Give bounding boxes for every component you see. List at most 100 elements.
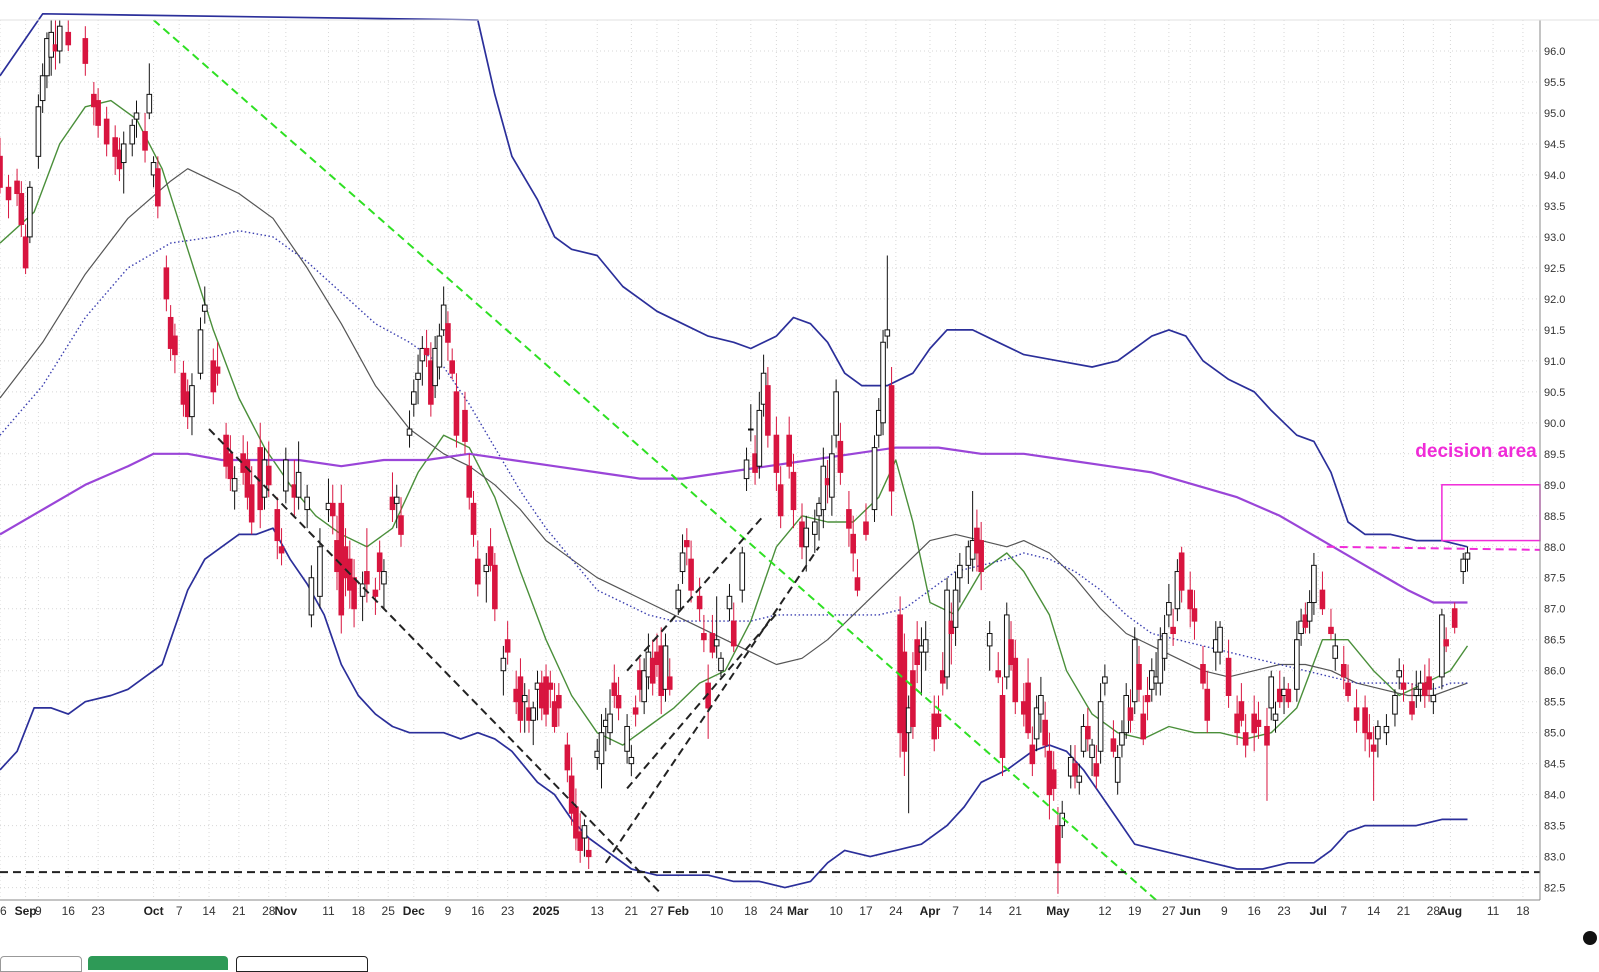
candle (581, 819, 588, 857)
candle-body (0, 155, 3, 188)
candle (1443, 627, 1449, 653)
candle (701, 614, 707, 653)
candle (112, 125, 118, 175)
candle-body (1353, 707, 1360, 721)
bottom-tab-2[interactable] (88, 956, 228, 970)
candle-body (1136, 664, 1142, 690)
candle-body (227, 453, 234, 480)
candle-body (713, 639, 720, 647)
candle (1392, 689, 1398, 727)
candle-body (1161, 633, 1168, 659)
candle (705, 664, 711, 739)
candle (739, 546, 746, 603)
candle-body (910, 670, 916, 727)
candle-body (415, 372, 421, 380)
candle (1464, 546, 1471, 572)
x-tick-label: 2025 (533, 904, 560, 918)
candle (777, 466, 784, 529)
candle-body (1430, 694, 1437, 703)
candle (829, 435, 835, 516)
candle (129, 119, 136, 157)
candle (1306, 590, 1313, 634)
y-tick-label: 89.0 (1544, 480, 1565, 492)
x-tick-label: 18 (1516, 904, 1530, 918)
candle (662, 633, 669, 702)
candle (308, 565, 315, 628)
candle-body (675, 589, 682, 610)
candle-body (696, 595, 703, 610)
indicator-line-4 (0, 12, 1468, 548)
candle (146, 63, 153, 120)
candle-body (1089, 744, 1095, 758)
candle-body (922, 639, 929, 653)
candle-body (1294, 639, 1300, 690)
x-tick-label: 23 (501, 904, 515, 918)
candle (846, 490, 852, 547)
candle (743, 447, 750, 491)
candle (56, 20, 63, 64)
candle-body (530, 707, 537, 721)
y-tick-label: 95.0 (1544, 108, 1565, 120)
candle-body (462, 409, 468, 442)
candle (440, 286, 447, 337)
candle (376, 540, 383, 591)
candle-body (1306, 602, 1313, 622)
x-tick-label: 19 (1128, 904, 1142, 918)
candle-body (850, 533, 856, 554)
candle (1285, 683, 1292, 708)
candle (172, 323, 178, 374)
candle (1029, 726, 1036, 777)
candle-body (1008, 639, 1014, 666)
candle-body (1050, 769, 1057, 789)
candle (27, 181, 33, 244)
candle (615, 676, 622, 721)
candle-body (364, 571, 370, 585)
candle (14, 168, 20, 206)
candle-body (14, 180, 20, 195)
candle (244, 441, 251, 510)
candle-body (65, 31, 72, 46)
candle-body (393, 496, 400, 504)
candle-body (1319, 589, 1326, 610)
candle-body (607, 713, 613, 734)
candle-body (1370, 744, 1377, 752)
candle-body (265, 465, 272, 486)
bottom-tab-1[interactable] (0, 956, 82, 972)
candle (1238, 683, 1245, 727)
candle (1409, 683, 1415, 721)
candle-body (129, 124, 136, 145)
candle (492, 552, 498, 622)
candle-body (1102, 676, 1108, 684)
candle-body (112, 137, 118, 157)
candle-body (1242, 732, 1249, 746)
candle-body (82, 38, 89, 64)
candle (666, 658, 673, 696)
candle-body (1157, 639, 1164, 684)
candle (871, 435, 878, 522)
candle-body (585, 849, 592, 858)
candle-body (1200, 664, 1206, 684)
candle-body (231, 478, 238, 492)
bottom-tab-3[interactable] (236, 956, 368, 972)
x-tick-label: 23 (1277, 904, 1291, 918)
candle-body (453, 391, 460, 436)
x-tick-label: 27 (1162, 904, 1176, 918)
trendline-6 (1326, 545, 1541, 551)
x-tick-label: 25 (382, 904, 396, 918)
candle-body (628, 756, 635, 765)
candle-body (1272, 713, 1279, 721)
candle-body (155, 168, 161, 207)
candle-body (1268, 676, 1275, 709)
candle-body (248, 484, 255, 523)
candle (453, 373, 460, 448)
candle-body (376, 552, 383, 573)
candle-body (718, 657, 724, 672)
candle-body (1012, 657, 1019, 703)
candle-body (748, 428, 754, 431)
y-tick-label: 93.5 (1544, 201, 1565, 213)
candle-body (201, 304, 208, 312)
x-tick-label: Oct (144, 904, 164, 918)
candle (790, 453, 797, 529)
candle (1366, 714, 1373, 758)
indicator-line-5 (0, 527, 1468, 889)
